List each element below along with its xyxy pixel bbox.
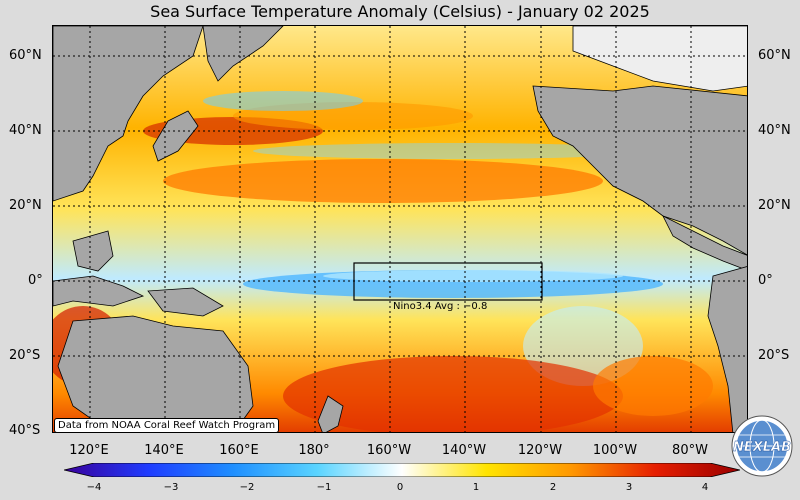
- la-nina-cool-tongue: [323, 270, 623, 282]
- lat-label-left: 20°N: [9, 198, 42, 213]
- colorbar-tick: −2: [239, 482, 255, 493]
- landmass-australia: [57, 315, 254, 432]
- colorbar-tick: −3: [163, 482, 179, 493]
- globe-icon: NEXLAB: [731, 415, 793, 477]
- map-canvas: [53, 26, 747, 432]
- sst-anomaly-map[interactable]: [52, 25, 748, 433]
- landmass-south-america: [707, 266, 747, 432]
- lat-label-left: 60°N: [9, 48, 42, 63]
- landmass-japan: [152, 110, 199, 162]
- colorbar-tick: 2: [549, 482, 557, 493]
- lat-label-left: 40°N: [9, 123, 42, 138]
- lat-label-right: 20°S: [758, 348, 790, 363]
- lat-label-right: 0°: [758, 273, 773, 288]
- warm-anomaly-patch: [593, 356, 713, 416]
- landmass-philippines: [72, 230, 114, 272]
- lat-label-left: 0°: [28, 273, 43, 288]
- lat-label-left: 20°S: [9, 348, 41, 363]
- colorbar-tick: 0: [396, 482, 404, 493]
- warm-anomaly-patch: [283, 356, 623, 432]
- graticule: [53, 26, 747, 432]
- map-title: Sea Surface Temperature Anomaly (Celsius…: [150, 2, 650, 21]
- colorbar-tick: 1: [472, 482, 480, 493]
- lat-label-right: 20°N: [758, 198, 791, 213]
- svg-text:NEXLAB: NEXLAB: [733, 440, 791, 455]
- colorbar-tick: −4: [86, 482, 102, 493]
- lon-label: 120°W: [517, 443, 563, 458]
- colorbar-gradient: [63, 462, 741, 478]
- cool-anomaly-band: [203, 91, 363, 111]
- landmass-new-zealand: [317, 395, 344, 432]
- lon-label: 140°E: [144, 443, 184, 458]
- lon-label: 100°W: [592, 443, 638, 458]
- colorbar: [63, 462, 741, 481]
- landmass-indonesia: [53, 275, 145, 307]
- lat-label-right: 60°N: [758, 48, 791, 63]
- landmass-new-guinea: [147, 287, 224, 317]
- nino34-box: [353, 262, 543, 301]
- nexlab-logo[interactable]: NEXLAB: [731, 415, 793, 477]
- data-credit: Data from NOAA Coral Reef Watch Program: [54, 418, 280, 433]
- lat-label-left: 40°S: [9, 423, 41, 438]
- lon-label: 160°W: [366, 443, 412, 458]
- colorbar-tick: −1: [316, 482, 332, 493]
- lon-label: 180°: [298, 443, 330, 458]
- colorbar-tick: 3: [625, 482, 633, 493]
- landmass-central-america: [662, 215, 747, 271]
- lon-label: 80°W: [672, 443, 708, 458]
- lon-label: 140°W: [441, 443, 487, 458]
- colorbar-tick: 4: [701, 482, 709, 493]
- lon-label: 120°E: [69, 443, 109, 458]
- warm-anomaly-band: [163, 159, 603, 203]
- lon-label: 160°E: [219, 443, 259, 458]
- nino34-average-label: Nino3.4 Avg : −0.8: [393, 301, 488, 312]
- lat-label-right: 40°N: [758, 123, 791, 138]
- landmass-kamchatka: [202, 26, 284, 82]
- cool-anomaly-band: [253, 143, 653, 159]
